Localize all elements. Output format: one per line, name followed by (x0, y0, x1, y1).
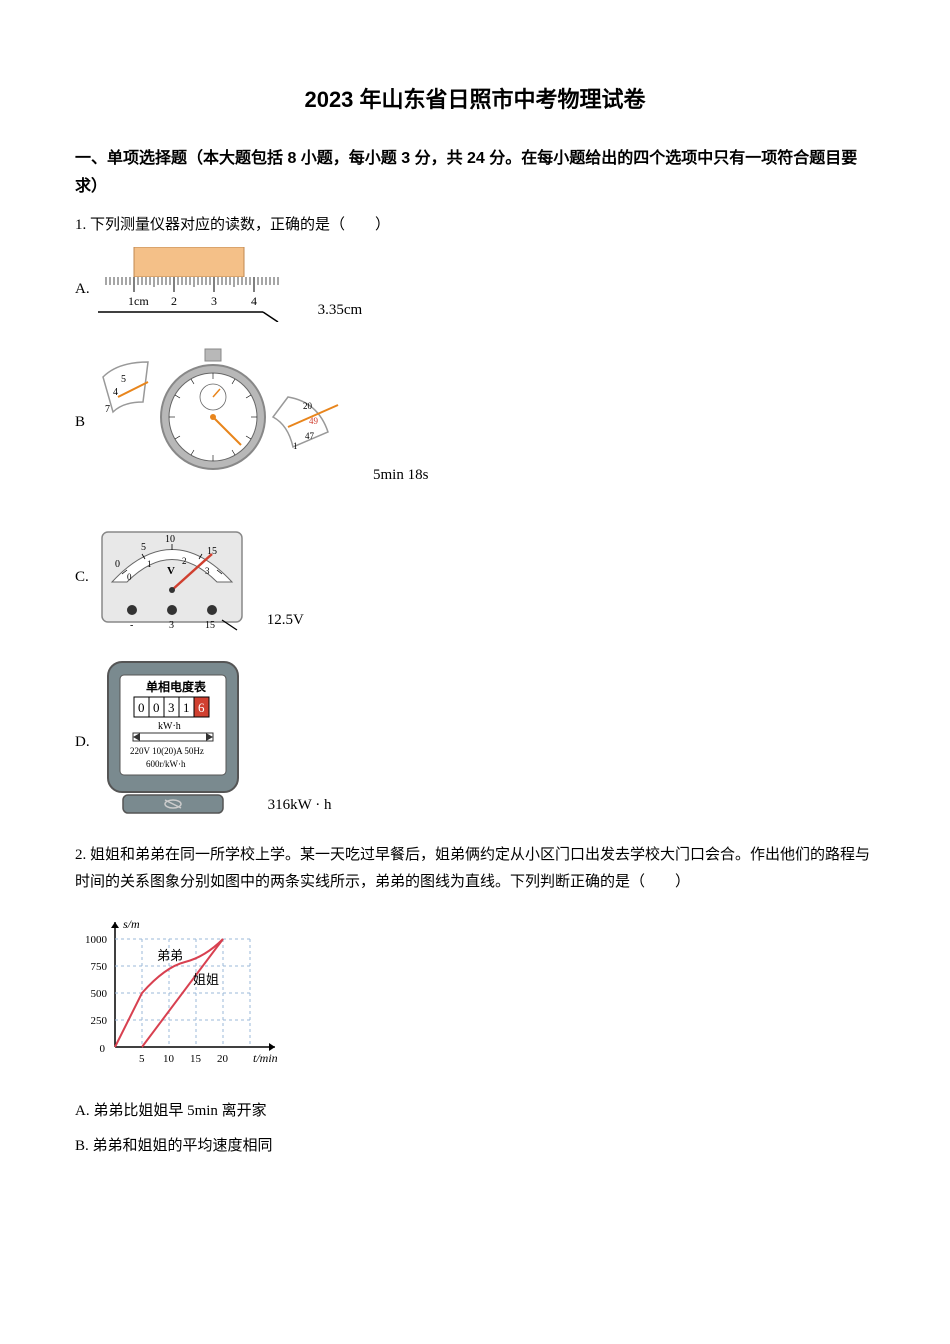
svg-text:1000: 1000 (85, 934, 108, 946)
svg-text:0: 0 (100, 1043, 106, 1055)
ruler-figure: 1cm 2 3 4 (98, 247, 298, 332)
svg-text:3: 3 (211, 294, 217, 308)
svg-text:10: 10 (165, 534, 175, 545)
option-value: 316kW · h (268, 792, 332, 827)
q2-text: 2. 姐姐和弟弟在同一所学校上学。某一天吃过早餐后，姐弟俩约定从小区门口出发去学… (75, 842, 875, 896)
voltmeter-figure: 0 5 10 15 0 1 2 3 V - 3 15 (97, 512, 247, 642)
svg-text:5: 5 (139, 1053, 145, 1065)
svg-text:0: 0 (115, 559, 120, 570)
svg-text:250: 250 (91, 1015, 108, 1027)
svg-text:4: 4 (251, 294, 257, 308)
q2-graph: 0 250 500 750 1000 5 10 15 20 s/m t/min … (75, 912, 295, 1082)
q2-option-b: B. 弟弟和姐姐的平均速度相同 (75, 1133, 875, 1160)
svg-text:3: 3 (169, 620, 174, 631)
svg-text:-: - (130, 620, 133, 631)
svg-text:500: 500 (91, 988, 108, 1000)
svg-text:10: 10 (163, 1053, 175, 1065)
section-header: 一、单项选择题（本大题包括 8 小题，每小题 3 分，共 24 分。在每小题给出… (75, 145, 875, 203)
svg-text:弟弟: 弟弟 (157, 948, 183, 963)
svg-text:47: 47 (305, 431, 315, 441)
option-label: B (75, 409, 85, 436)
svg-text:0: 0 (138, 700, 145, 715)
svg-text:0: 0 (127, 572, 132, 582)
svg-text:姐姐: 姐姐 (193, 972, 219, 987)
q1-text: 1. 下列测量仪器对应的读数，正确的是（ ） (75, 212, 875, 239)
svg-text:V: V (167, 565, 175, 577)
q1-option-c: C. 0 5 10 15 0 1 2 3 V (75, 512, 875, 642)
svg-text:kW·h: kW·h (158, 721, 181, 732)
svg-text:2: 2 (182, 556, 187, 566)
svg-text:3: 3 (168, 700, 175, 715)
svg-text:5: 5 (141, 542, 146, 553)
q2-option-a: A. 弟弟比姐姐早 5min 离开家 (75, 1098, 875, 1125)
svg-text:1: 1 (147, 559, 152, 569)
option-label: C. (75, 564, 89, 591)
option-value: 3.35cm (318, 297, 363, 332)
option-value: 12.5V (267, 607, 304, 642)
option-label: A. (75, 276, 90, 303)
svg-text:1: 1 (183, 700, 190, 715)
question-1: 1. 下列测量仪器对应的读数，正确的是（ ） A. (75, 212, 875, 827)
svg-text:7: 7 (105, 404, 110, 415)
svg-text:s/m: s/m (123, 917, 140, 931)
svg-text:1cm: 1cm (128, 294, 149, 308)
svg-text:5: 5 (121, 374, 126, 385)
stopwatch-figure: 5 4 7 (93, 347, 353, 497)
svg-text:15: 15 (190, 1053, 202, 1065)
energy-meter-figure: 单相电度表 0 0 3 1 6 kW·h 220V 10(20)A 50Hz 6… (98, 657, 248, 827)
svg-text:4: 4 (113, 387, 118, 398)
svg-text:1: 1 (293, 441, 298, 451)
option-label: D. (75, 729, 90, 756)
svg-text:2: 2 (171, 294, 177, 308)
svg-text:t/min: t/min (253, 1051, 278, 1065)
svg-text:20: 20 (217, 1053, 229, 1065)
q1-option-a: A. 1cm (75, 247, 875, 332)
svg-text:20: 20 (303, 401, 313, 411)
question-2: 2. 姐姐和弟弟在同一所学校上学。某一天吃过早餐后，姐弟俩约定从小区门口出发去学… (75, 842, 875, 1160)
q1-option-d: D. 单相电度表 0 0 3 1 6 kW·h 220V 10(2 (75, 657, 875, 827)
svg-text:0: 0 (153, 700, 160, 715)
svg-text:600r/kW·h: 600r/kW·h (146, 759, 186, 769)
svg-text:3: 3 (205, 566, 210, 576)
svg-text:单相电度表: 单相电度表 (146, 679, 207, 694)
q1-option-b: B 5 4 7 (75, 347, 875, 497)
option-value: 5min 18s (373, 462, 428, 497)
svg-text:6: 6 (198, 700, 205, 715)
svg-text:15: 15 (205, 620, 215, 631)
svg-text:750: 750 (91, 961, 108, 973)
exam-title: 2023 年山东省日照市中考物理试卷 (75, 80, 875, 120)
svg-text:220V 10(20)A 50Hz: 220V 10(20)A 50Hz (130, 746, 204, 756)
